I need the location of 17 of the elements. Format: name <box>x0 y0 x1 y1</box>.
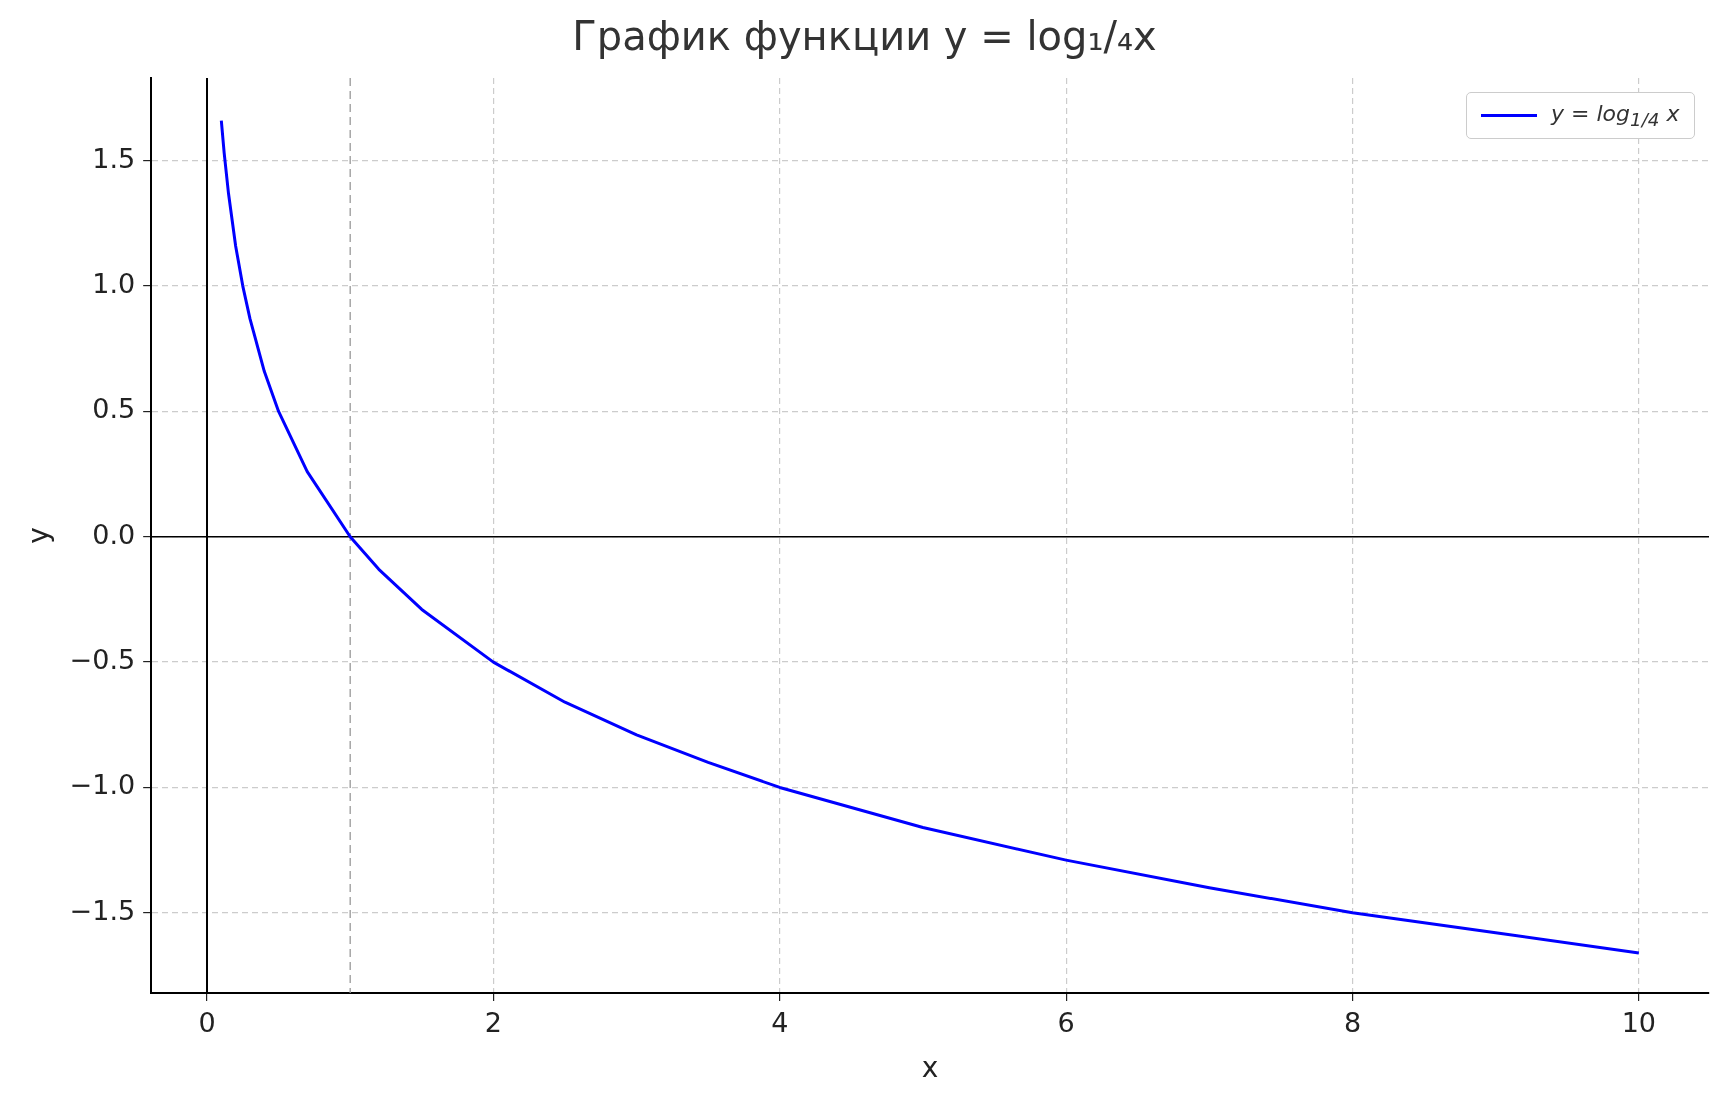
x-tick-label: 6 <box>1057 1007 1075 1039</box>
x-tick-label: 2 <box>484 1007 502 1039</box>
x-axis-title: x <box>921 1051 939 1085</box>
chart-title: График функции y = log₁/₄x <box>572 13 1157 60</box>
x-tick-label: 10 <box>1621 1007 1657 1039</box>
y-tick-label: 0.0 <box>92 518 136 550</box>
y-tick-label: −1.0 <box>69 769 136 801</box>
x-tick-label: 8 <box>1343 1007 1362 1039</box>
x-tick-label: 4 <box>771 1007 789 1039</box>
y-axis-title: y <box>22 527 56 544</box>
y-tick-label: −0.5 <box>69 644 136 676</box>
y-tick-label: 1.0 <box>92 268 136 300</box>
x-tick-label: 0 <box>198 1007 216 1039</box>
legend-label: y = log$_{1/4}$ x <box>1551 101 1680 131</box>
y-tick-label: 1.5 <box>92 142 136 174</box>
y-tick-label: −1.5 <box>69 894 136 926</box>
y-tick-label: 0.5 <box>92 393 136 425</box>
